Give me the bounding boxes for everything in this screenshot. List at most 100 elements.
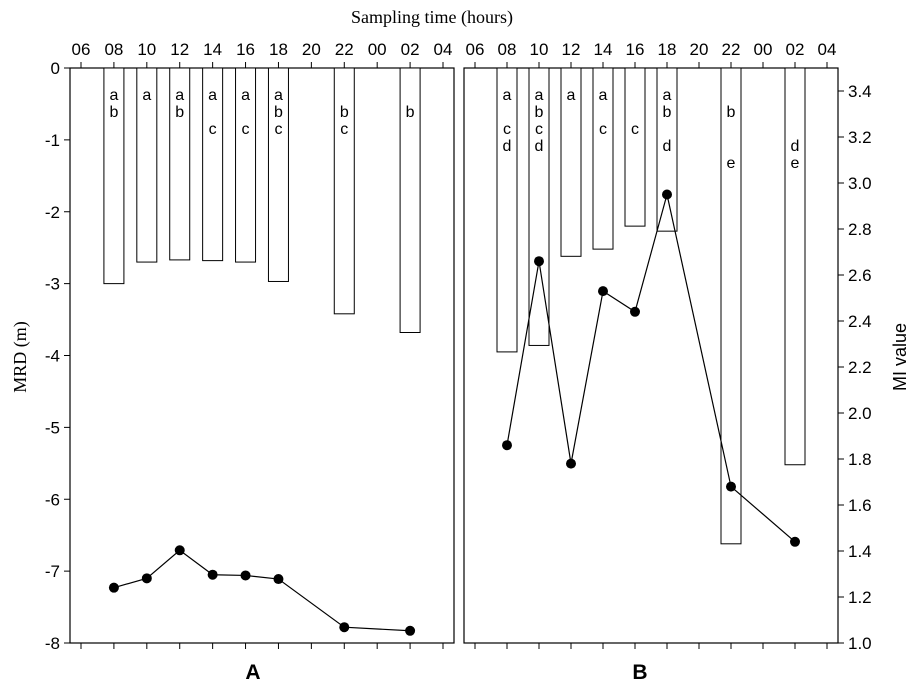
y-tick-label-right: 2.0 (848, 404, 872, 423)
significance-letter: c (503, 121, 511, 138)
y-tick-label-right: 3.4 (848, 82, 872, 101)
data-point (108, 582, 119, 593)
y-tick-label-left: -2 (45, 203, 60, 222)
y-tick-label-right: 1.0 (848, 634, 872, 653)
bar (784, 67, 806, 466)
significance-letter: b (663, 104, 672, 121)
plot-frame (463, 67, 839, 644)
significance-letter: d (503, 138, 512, 155)
x-tick-label: 18 (269, 40, 288, 59)
significance-letter: a (274, 87, 283, 104)
x-tick-label: 00 (754, 40, 773, 59)
significance-letter: a (663, 87, 672, 104)
significance-letter: b (535, 104, 544, 121)
panel-b: 06 08 10 12 14 16 18 20 22 00 02 04 1.0 1.2 1.4 1.6 1.8 2… (463, 40, 872, 684)
significance-letter: d (535, 138, 544, 155)
y-axis-label-left: MRD (m) (10, 321, 31, 393)
bar (399, 67, 421, 333)
bar (560, 67, 582, 257)
data-point (405, 625, 416, 636)
x-tick-label: 14 (203, 40, 222, 59)
bar (656, 67, 678, 232)
series-line (506, 194, 796, 543)
x-tick-label: 20 (302, 40, 321, 59)
plot-frame (69, 67, 455, 644)
significance-letter: c (599, 121, 607, 138)
significance-letter: c (242, 121, 250, 138)
x-tick-label: 04 (434, 40, 453, 59)
significance-letter: a (599, 87, 608, 104)
y-tick-label-right: 2.4 (848, 312, 872, 331)
data-point (598, 286, 608, 297)
significance-letter: a (142, 87, 151, 104)
y-axis-label-right: MI value (890, 323, 910, 391)
bar (235, 67, 257, 263)
y-tick-label-right: 2.2 (848, 358, 872, 377)
significance-letter: a (503, 87, 512, 104)
significance-letter: d (791, 138, 800, 155)
y-tick-label-right: 1.6 (848, 496, 872, 515)
significance-letter: b (727, 104, 736, 121)
significance-letter: d (663, 138, 672, 155)
y-tick-label-right: 1.8 (848, 450, 872, 469)
x-tick-label: 08 (498, 40, 517, 59)
bar (720, 67, 742, 545)
x-tick-label: 06 (466, 40, 485, 59)
y-tick-label-right: 2.8 (848, 220, 872, 239)
x-tick-label: 14 (594, 40, 613, 59)
data-point (534, 256, 544, 267)
bar (267, 67, 289, 282)
y-tick-label-right: 2.6 (848, 266, 872, 285)
bar (136, 67, 158, 263)
significance-letter: a (241, 87, 250, 104)
y-tick-label-left: -8 (45, 634, 60, 653)
bar (592, 67, 614, 250)
data-point (240, 570, 251, 581)
bar (103, 67, 125, 285)
significance-letter: b (340, 104, 349, 121)
chart-title: Sampling time (hours) (351, 7, 513, 28)
bar (333, 67, 355, 315)
data-point (630, 306, 640, 317)
data-point (790, 536, 800, 547)
y-tick-label-right: 1.4 (848, 542, 872, 561)
data-point (662, 189, 672, 200)
bar (202, 67, 224, 262)
significance-letter: b (175, 104, 184, 121)
x-tick-label: 06 (72, 40, 91, 59)
significance-letter: c (535, 121, 543, 138)
x-tick-label: 10 (530, 40, 549, 59)
x-tick-label: 04 (818, 40, 837, 59)
significance-letter: a (109, 87, 118, 104)
x-tick-label: 02 (401, 40, 420, 59)
x-tick-label: 18 (658, 40, 677, 59)
y-tick-label-left: -6 (45, 490, 60, 509)
x-tick-label: 22 (722, 40, 741, 59)
x-tick-label: 00 (368, 40, 387, 59)
data-point (726, 481, 736, 492)
y-tick-label-left: -1 (45, 131, 60, 150)
panel-label: A (245, 661, 260, 684)
significance-letter: a (567, 87, 576, 104)
series-line (113, 549, 411, 632)
data-point (141, 573, 152, 584)
data-point (273, 574, 284, 585)
bar (624, 67, 646, 227)
significance-letter: c (209, 121, 217, 138)
x-tick-label: 12 (562, 40, 581, 59)
significance-letter: b (406, 104, 415, 121)
x-tick-label: 08 (104, 40, 123, 59)
x-tick-label: 22 (335, 40, 354, 59)
significance-letter: a (535, 87, 544, 104)
significance-letter: b (109, 104, 118, 121)
x-tick-label: 02 (786, 40, 805, 59)
y-tick-label-left: -5 (45, 418, 60, 437)
y-tick-label-left: -4 (45, 347, 60, 366)
bar (496, 67, 518, 353)
y-tick-label-right: 3.0 (848, 174, 872, 193)
x-tick-label: 20 (690, 40, 709, 59)
significance-letter: c (340, 121, 348, 138)
bar (528, 67, 550, 346)
data-point (566, 458, 576, 469)
